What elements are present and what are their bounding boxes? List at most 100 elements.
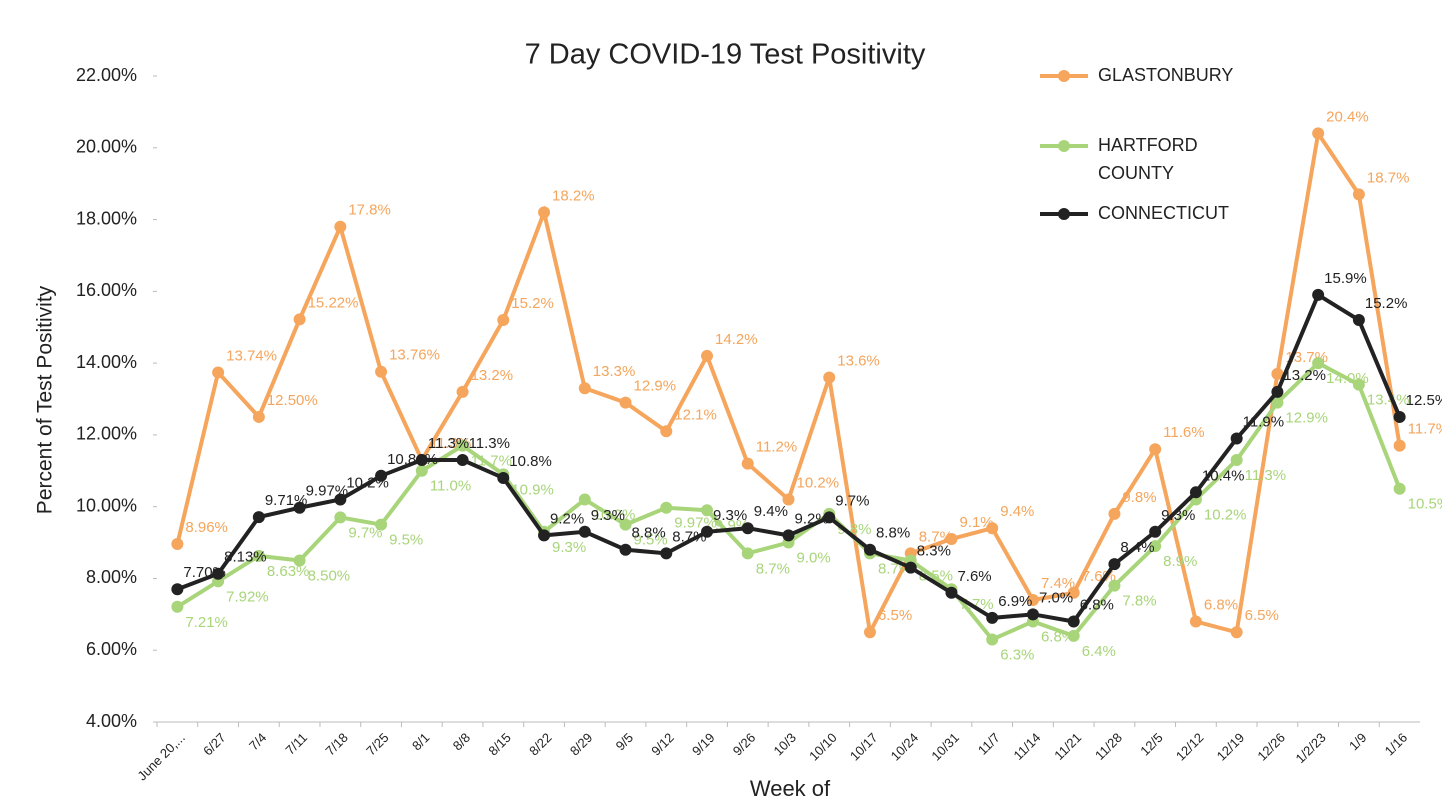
legend-marker <box>1058 70 1070 82</box>
data-label: 12.9% <box>1285 410 1328 427</box>
data-point <box>456 439 469 452</box>
x-tick-label: 9/12 <box>648 730 677 759</box>
data-label: 8.8% <box>876 525 910 542</box>
data-point <box>782 529 795 542</box>
data-point <box>293 313 306 326</box>
data-point <box>1393 482 1406 495</box>
data-point <box>578 493 591 506</box>
data-point <box>823 371 836 384</box>
y-tick-label: 8.00% <box>86 567 137 587</box>
x-tick-label: 8/22 <box>526 730 555 759</box>
data-label: 6.8% <box>1080 596 1114 613</box>
data-label: 9.5% <box>389 532 423 549</box>
data-label: 13.4% <box>1367 392 1410 409</box>
data-label: 9.2% <box>550 510 584 527</box>
data-point <box>1393 410 1406 423</box>
data-point <box>538 529 551 542</box>
data-point <box>619 543 632 556</box>
x-tick-label: 1/2/23 <box>1293 730 1329 766</box>
data-point <box>1271 396 1284 409</box>
data-point <box>660 501 673 514</box>
data-label: 10.86% <box>387 451 438 468</box>
data-label: 6.5% <box>878 607 912 624</box>
data-label: 9.4% <box>754 503 788 520</box>
data-label: 8.7% <box>672 528 706 545</box>
data-label: 13.3% <box>593 363 636 380</box>
data-point <box>334 511 347 524</box>
data-label: 7.21% <box>185 614 228 631</box>
data-point <box>578 525 591 538</box>
x-tick-label: 11/21 <box>1051 730 1084 763</box>
data-point <box>741 522 754 535</box>
data-label: 12.1% <box>674 406 717 423</box>
data-label: 11.9% <box>1243 413 1284 430</box>
data-point <box>415 464 428 477</box>
data-label: 12.5% <box>1406 392 1442 409</box>
x-tick-label: 7/25 <box>363 730 392 759</box>
data-point <box>538 206 551 219</box>
data-label: 13.6% <box>837 352 880 369</box>
data-point <box>456 385 469 398</box>
data-point <box>171 537 184 550</box>
data-point <box>1067 629 1080 642</box>
data-label: 15.9% <box>1324 270 1367 287</box>
data-label: 9.7% <box>835 492 869 509</box>
x-tick-label: 10/3 <box>771 730 800 759</box>
data-label: 11.6% <box>1163 424 1204 441</box>
x-tick-label: 12/12 <box>1173 730 1207 764</box>
data-label: 8.63% <box>267 563 310 580</box>
x-tick-label: 12/19 <box>1214 730 1248 764</box>
x-tick-label: 6/27 <box>200 730 229 759</box>
data-label: 9.8% <box>1122 489 1156 506</box>
data-label: 8.9% <box>1163 553 1197 570</box>
data-point <box>660 547 673 560</box>
data-point <box>334 493 347 506</box>
data-point <box>375 518 388 531</box>
data-label: 7.4% <box>1041 575 1075 592</box>
data-point <box>334 220 347 233</box>
data-point <box>1271 367 1284 380</box>
data-label: 15.22% <box>308 294 359 311</box>
data-point <box>1312 127 1325 140</box>
y-tick-label: 22.00% <box>76 65 137 85</box>
data-point <box>986 633 999 646</box>
data-label: 8.3% <box>917 543 951 560</box>
data-label: 9.3% <box>1161 507 1195 524</box>
x-tick-label: 11/7 <box>975 730 1003 758</box>
y-tick-label: 14.00% <box>76 352 137 372</box>
data-label: 9.4% <box>1000 503 1034 520</box>
x-tick-label: 9/5 <box>613 730 636 753</box>
data-label: 13.2% <box>471 367 514 384</box>
data-label: 7.7% <box>959 596 993 613</box>
legend-label: HARTFORD COUNTY <box>1098 135 1198 183</box>
data-point <box>986 522 999 535</box>
data-label: 8.7% <box>919 528 953 545</box>
data-point <box>1230 432 1243 445</box>
data-point <box>252 410 265 423</box>
data-point <box>1108 507 1121 520</box>
x-tick-label: 9/19 <box>689 730 718 759</box>
data-label: 10.5% <box>1408 496 1442 513</box>
data-point <box>1352 188 1365 201</box>
data-point <box>1067 615 1080 628</box>
x-tick-label: 9/26 <box>730 730 759 759</box>
x-tick-label: 7/11 <box>282 730 310 758</box>
data-label: 14.2% <box>715 331 758 348</box>
data-point <box>619 518 632 531</box>
data-point <box>456 454 469 467</box>
x-tick-label: 8/15 <box>485 730 514 759</box>
data-label: 8.4% <box>1120 539 1154 556</box>
data-point <box>1230 454 1243 467</box>
data-label: 9.2% <box>795 510 829 527</box>
data-label: 8.50% <box>308 567 351 584</box>
data-point <box>1026 608 1039 621</box>
legend-marker <box>1058 140 1070 152</box>
data-label: 11.3% <box>1245 467 1286 484</box>
data-label: 11.3% <box>428 435 469 452</box>
data-label: 13.2% <box>1283 367 1326 384</box>
data-label: 7.0% <box>1039 589 1073 606</box>
data-point <box>1026 593 1039 606</box>
data-point <box>578 382 591 395</box>
data-point <box>375 365 388 378</box>
